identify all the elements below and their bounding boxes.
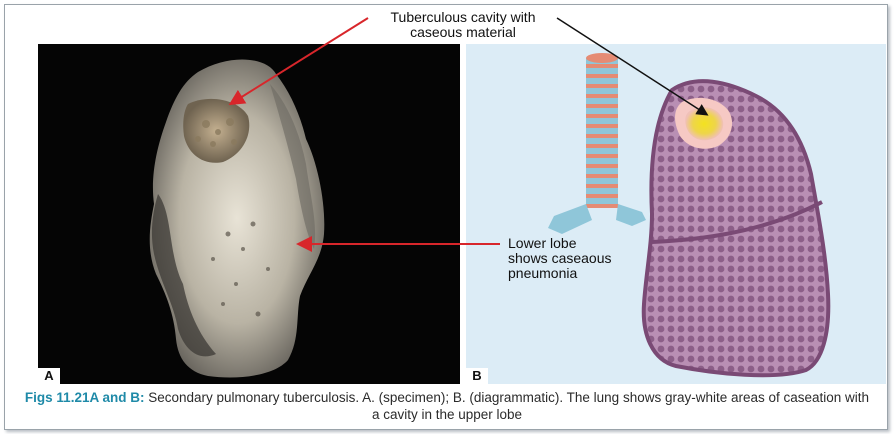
panel-a-label: A <box>38 368 60 384</box>
lower-lobe-label: Lower lobe shows caseaous pneumonia <box>508 235 612 281</box>
interlobar-fissure <box>651 200 823 244</box>
left-bronchus <box>548 204 592 234</box>
caption-text: Secondary pulmonary tuberculosis. A. (sp… <box>148 390 870 422</box>
figure-id: Figs 11.21A and B: <box>24 390 145 405</box>
panel-b-label: B <box>466 368 488 384</box>
trachea <box>586 58 618 208</box>
specimen-photo-panel: A <box>38 44 460 384</box>
lung-shape <box>641 79 831 378</box>
right-bronchus <box>616 204 646 226</box>
lung-diagram <box>548 53 831 378</box>
cavity-label: Tuberculous cavity with caseous material <box>390 9 536 40</box>
figure-caption: Figs 11.21A and B: Secondary pulmonary t… <box>20 389 874 423</box>
tuberculous-cavity <box>685 107 724 141</box>
diagram-panel: B <box>466 44 886 384</box>
lung-specimen-image <box>149 59 325 378</box>
